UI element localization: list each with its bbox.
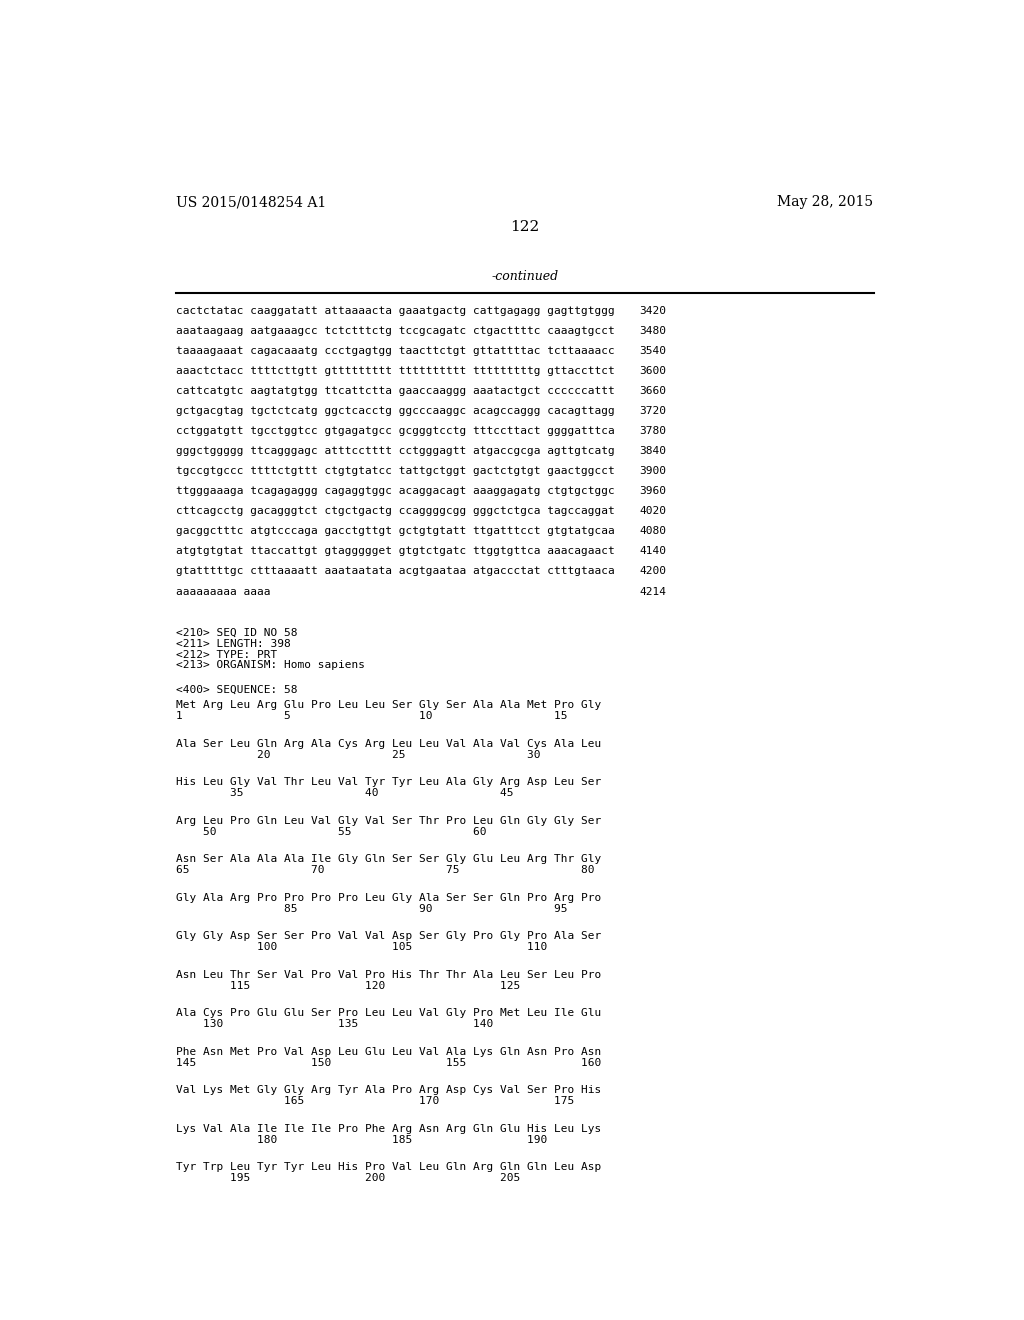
Text: 4200: 4200 — [640, 566, 667, 577]
Text: 85                  90                  95: 85 90 95 — [176, 904, 567, 913]
Text: 130                 135                 140: 130 135 140 — [176, 1019, 494, 1030]
Text: cctggatgtt tgcctggtcc gtgagatgcc gcgggtcctg tttccttact ggggatttca: cctggatgtt tgcctggtcc gtgagatgcc gcgggtc… — [176, 426, 614, 437]
Text: -continued: -continued — [492, 271, 558, 282]
Text: 4140: 4140 — [640, 546, 667, 557]
Text: Asn Leu Thr Ser Val Pro Val Pro His Thr Thr Ala Leu Ser Leu Pro: Asn Leu Thr Ser Val Pro Val Pro His Thr … — [176, 970, 601, 979]
Text: Arg Leu Pro Gln Leu Val Gly Val Ser Thr Pro Leu Gln Gly Gly Ser: Arg Leu Pro Gln Leu Val Gly Val Ser Thr … — [176, 816, 601, 826]
Text: 3720: 3720 — [640, 407, 667, 416]
Text: 3780: 3780 — [640, 426, 667, 437]
Text: 20                  25                  30: 20 25 30 — [176, 750, 541, 760]
Text: 100                 105                 110: 100 105 110 — [176, 942, 547, 952]
Text: His Leu Gly Val Thr Leu Val Tyr Tyr Leu Ala Gly Arg Asp Leu Ser: His Leu Gly Val Thr Leu Val Tyr Tyr Leu … — [176, 777, 601, 788]
Text: 145                 150                 155                 160: 145 150 155 160 — [176, 1057, 601, 1068]
Text: cactctatac caaggatatt attaaaacta gaaatgactg cattgagagg gagttgtggg: cactctatac caaggatatt attaaaacta gaaatga… — [176, 306, 614, 317]
Text: gtatttttgc ctttaaaatt aaataatata acgtgaataa atgaccctat ctttgtaaca: gtatttttgc ctttaaaatt aaataatata acgtgaa… — [176, 566, 614, 577]
Text: cttcagcctg gacagggtct ctgctgactg ccaggggcgg gggctctgca tagccaggat: cttcagcctg gacagggtct ctgctgactg ccagggg… — [176, 507, 614, 516]
Text: cattcatgtc aagtatgtgg ttcattctta gaaccaaggg aaatactgct ccccccattt: cattcatgtc aagtatgtgg ttcattctta gaaccaa… — [176, 387, 614, 396]
Text: aaaaaaaaa aaaa: aaaaaaaaa aaaa — [176, 586, 270, 597]
Text: <212> TYPE: PRT: <212> TYPE: PRT — [176, 649, 278, 660]
Text: taaaagaaat cagacaaatg ccctgagtgg taacttctgt gttattttac tcttaaaacc: taaaagaaat cagacaaatg ccctgagtgg taacttc… — [176, 346, 614, 356]
Text: US 2015/0148254 A1: US 2015/0148254 A1 — [176, 195, 327, 210]
Text: ttgggaaaga tcagagaggg cagaggtggc acaggacagt aaaggagatg ctgtgctggc: ttgggaaaga tcagagaggg cagaggtggc acaggac… — [176, 487, 614, 496]
Text: 115                 120                 125: 115 120 125 — [176, 981, 520, 991]
Text: 3840: 3840 — [640, 446, 667, 457]
Text: Ala Ser Leu Gln Arg Ala Cys Arg Leu Leu Val Ala Val Cys Ala Leu: Ala Ser Leu Gln Arg Ala Cys Arg Leu Leu … — [176, 739, 601, 748]
Text: 35                  40                  45: 35 40 45 — [176, 788, 514, 799]
Text: Ala Cys Pro Glu Glu Ser Pro Leu Leu Val Gly Pro Met Leu Ile Glu: Ala Cys Pro Glu Glu Ser Pro Leu Leu Val … — [176, 1008, 601, 1019]
Text: 3900: 3900 — [640, 466, 667, 477]
Text: <211> LENGTH: 398: <211> LENGTH: 398 — [176, 639, 291, 649]
Text: aaataagaag aatgaaagcc tctctttctg tccgcagatc ctgacttttc caaagtgcct: aaataagaag aatgaaagcc tctctttctg tccgcag… — [176, 326, 614, 337]
Text: 3960: 3960 — [640, 487, 667, 496]
Text: 3660: 3660 — [640, 387, 667, 396]
Text: Gly Gly Asp Ser Ser Pro Val Val Asp Ser Gly Pro Gly Pro Ala Ser: Gly Gly Asp Ser Ser Pro Val Val Asp Ser … — [176, 932, 601, 941]
Text: tgccgtgccc ttttctgttt ctgtgtatcc tattgctggt gactctgtgt gaactggcct: tgccgtgccc ttttctgttt ctgtgtatcc tattgct… — [176, 466, 614, 477]
Text: 1               5                   10                  15: 1 5 10 15 — [176, 711, 567, 721]
Text: aaactctacc ttttcttgtt gttttttttt tttttttttt tttttttttg gttaccttct: aaactctacc ttttcttgtt gttttttttt ttttttt… — [176, 367, 614, 376]
Text: Val Lys Met Gly Gly Arg Tyr Ala Pro Arg Asp Cys Val Ser Pro His: Val Lys Met Gly Gly Arg Tyr Ala Pro Arg … — [176, 1085, 601, 1096]
Text: <213> ORGANISM: Homo sapiens: <213> ORGANISM: Homo sapiens — [176, 660, 365, 671]
Text: Phe Asn Met Pro Val Asp Leu Glu Leu Val Ala Lys Gln Asn Pro Asn: Phe Asn Met Pro Val Asp Leu Glu Leu Val … — [176, 1047, 601, 1057]
Text: atgtgtgtat ttaccattgt gtaggggget gtgtctgatc ttggtgttca aaacagaact: atgtgtgtat ttaccattgt gtaggggget gtgtctg… — [176, 546, 614, 557]
Text: 50                  55                  60: 50 55 60 — [176, 826, 486, 837]
Text: 122: 122 — [510, 220, 540, 234]
Text: Met Arg Leu Arg Glu Pro Leu Leu Ser Gly Ser Ala Ala Met Pro Gly: Met Arg Leu Arg Glu Pro Leu Leu Ser Gly … — [176, 701, 601, 710]
Text: gggctggggg ttcagggagc atttcctttt cctgggagtt atgaccgcga agttgtcatg: gggctggggg ttcagggagc atttcctttt cctggga… — [176, 446, 614, 457]
Text: gctgacgtag tgctctcatg ggctcacctg ggcccaaggc acagccaggg cacagttagg: gctgacgtag tgctctcatg ggctcacctg ggcccaa… — [176, 407, 614, 416]
Text: 3420: 3420 — [640, 306, 667, 317]
Text: 4080: 4080 — [640, 527, 667, 536]
Text: Lys Val Ala Ile Ile Ile Pro Phe Arg Asn Arg Gln Glu His Leu Lys: Lys Val Ala Ile Ile Ile Pro Phe Arg Asn … — [176, 1125, 601, 1134]
Text: 3600: 3600 — [640, 367, 667, 376]
Text: May 28, 2015: May 28, 2015 — [777, 195, 873, 210]
Text: <210> SEQ ID NO 58: <210> SEQ ID NO 58 — [176, 628, 298, 638]
Text: <400> SEQUENCE: 58: <400> SEQUENCE: 58 — [176, 685, 298, 696]
Text: 3480: 3480 — [640, 326, 667, 337]
Text: gacggctttc atgtcccaga gacctgttgt gctgtgtatt ttgatttcct gtgtatgcaa: gacggctttc atgtcccaga gacctgttgt gctgtgt… — [176, 527, 614, 536]
Text: 4020: 4020 — [640, 507, 667, 516]
Text: 195                 200                 205: 195 200 205 — [176, 1173, 520, 1183]
Text: 4214: 4214 — [640, 586, 667, 597]
Text: Gly Ala Arg Pro Pro Pro Pro Leu Gly Ala Ser Ser Gln Pro Arg Pro: Gly Ala Arg Pro Pro Pro Pro Leu Gly Ala … — [176, 892, 601, 903]
Text: 180                 185                 190: 180 185 190 — [176, 1135, 547, 1144]
Text: 165                 170                 175: 165 170 175 — [176, 1096, 574, 1106]
Text: Asn Ser Ala Ala Ala Ile Gly Gln Ser Ser Gly Glu Leu Arg Thr Gly: Asn Ser Ala Ala Ala Ile Gly Gln Ser Ser … — [176, 854, 601, 865]
Text: 3540: 3540 — [640, 346, 667, 356]
Text: 65                  70                  75                  80: 65 70 75 80 — [176, 866, 595, 875]
Text: Tyr Trp Leu Tyr Tyr Leu His Pro Val Leu Gln Arg Gln Gln Leu Asp: Tyr Trp Leu Tyr Tyr Leu His Pro Val Leu … — [176, 1163, 601, 1172]
